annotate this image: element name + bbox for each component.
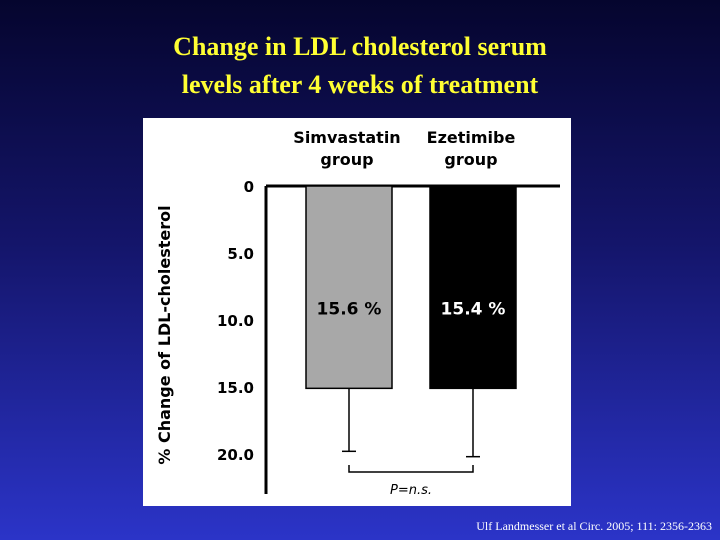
slide-title-line-1: Change in LDL cholesterol serum: [173, 32, 547, 61]
chart-panel: 0 5.0 10.0 15.0 20.0 % Change of LDL-choleste…: [143, 118, 571, 506]
significance-bracket: [348, 465, 474, 473]
significance-label: P=n.s.: [390, 483, 432, 498]
bar-value-label: 15.6 %: [317, 299, 382, 319]
category-label: Ezetimibe: [427, 128, 516, 147]
category-label: group: [444, 150, 497, 169]
bar-chart: 0 5.0 10.0 15.0 20.0 % Change of LDL-choleste…: [155, 128, 560, 498]
slide-title-line-2: levels after 4 weeks of treatment: [181, 70, 539, 99]
category-label: Simvastatin: [293, 128, 400, 147]
y-tick-label: 15.0: [217, 379, 254, 397]
bar-value-label: 15.4 %: [441, 299, 506, 319]
citation: Ulf Landmesser et al Circ. 2005; 111: 23…: [476, 519, 712, 533]
y-tick-label: 5.0: [227, 245, 254, 263]
category-label: group: [320, 150, 373, 169]
slide-title: Change in LDL cholesterol serum levels a…: [0, 28, 720, 104]
y-tick-label: 0: [244, 178, 254, 196]
y-tick-label: 20.0: [217, 446, 254, 464]
bar: [305, 185, 393, 390]
y-tick-label: 10.0: [217, 312, 254, 330]
bar: [429, 185, 517, 390]
y-axis-label: % Change of LDL-cholesterol: [155, 205, 174, 464]
